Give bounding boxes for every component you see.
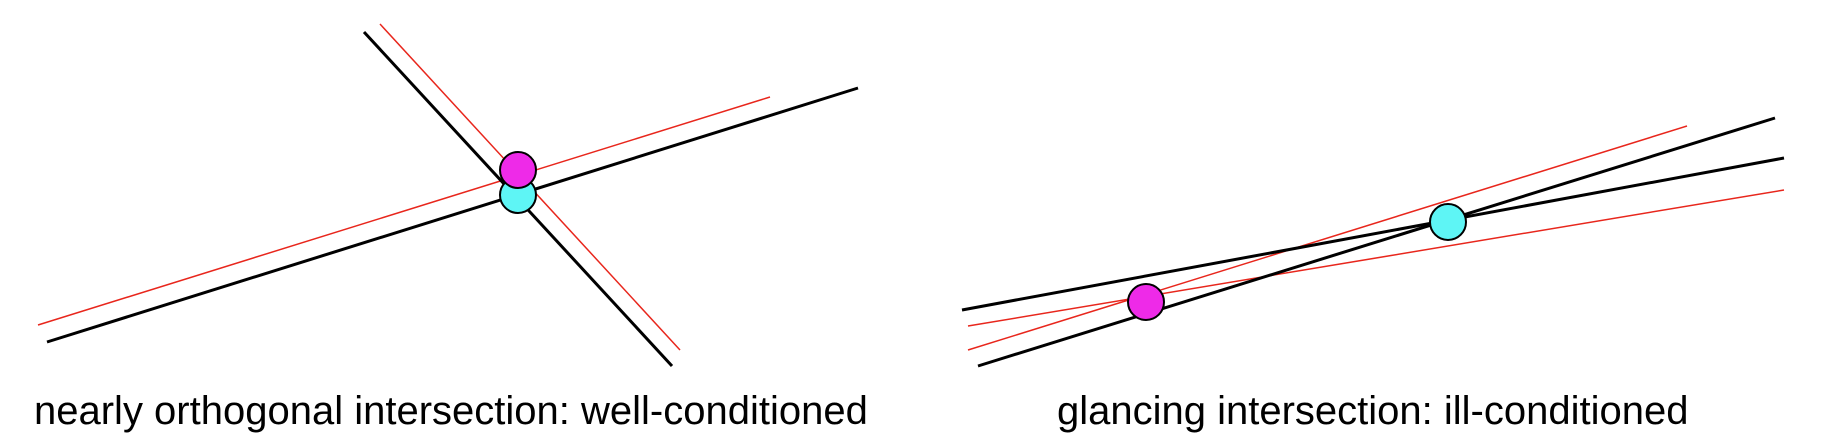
perturbed-intersection-point	[499, 151, 537, 189]
exact-intersection-point	[1429, 203, 1467, 241]
perturbed-line-d	[967, 189, 1785, 327]
perturbed-intersection-point	[1127, 283, 1165, 321]
panel-ill-conditioned: glancing intersection: ill-conditioned	[961, 116, 1785, 433]
perturbed-line-c	[967, 125, 1688, 351]
panel-well-conditioned: nearly orthogonal intersection: well-con…	[34, 23, 868, 433]
exact-line-d	[961, 156, 1785, 312]
caption-well-conditioned: nearly orthogonal intersection: well-con…	[34, 389, 868, 433]
exact-line-a	[46, 86, 859, 344]
perturbed-line-a	[37, 96, 771, 326]
caption-ill-conditioned: glancing intersection: ill-conditioned	[1057, 389, 1688, 433]
exact-line-c	[977, 116, 1776, 368]
